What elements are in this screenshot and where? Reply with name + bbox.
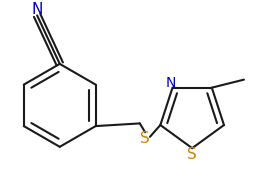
Text: N: N — [31, 2, 43, 17]
Text: S: S — [187, 147, 197, 162]
Text: S: S — [140, 131, 150, 146]
Text: N: N — [165, 76, 176, 90]
